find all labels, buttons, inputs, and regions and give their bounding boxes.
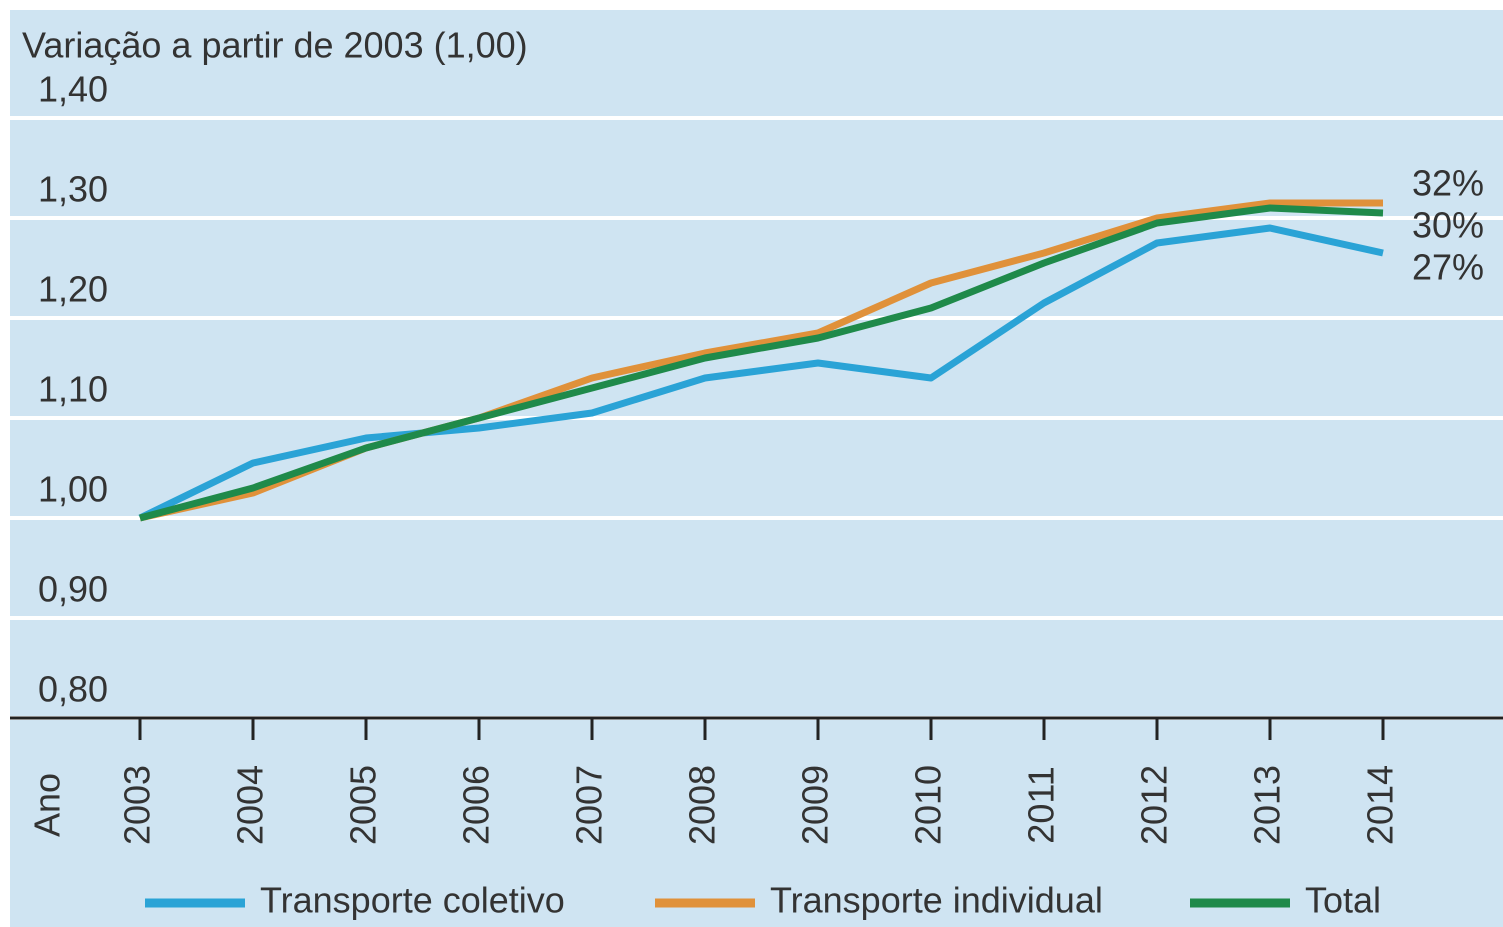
series-line [138,224,1384,522]
x-tick-label: 2011 [1021,766,1062,843]
y-tick-label: 1,40 [38,69,108,110]
y-axis-label: Variação a partir de 2003 (1,00) [22,25,528,66]
x-tick-label: 2005 [343,765,384,845]
x-tick-label: 2014 [1360,765,1401,845]
legend-label: Transporte coletivo [260,880,565,921]
y-tick-label: 1,00 [38,469,108,510]
annotation: 27% [1412,247,1484,288]
background [10,10,1503,927]
annotation: 30% [1412,205,1484,246]
x-tick-label: 2009 [795,765,836,845]
x-tick-label: 2004 [230,765,271,845]
series-line [139,204,1384,522]
y-tick-label: 0,80 [38,669,108,710]
legend-label: Total [1305,880,1381,921]
x-axis-label: Ano [27,773,68,837]
y-tick-label: 0,90 [38,569,108,610]
x-tick-label: 2006 [456,765,497,845]
annotation: 32% [1412,163,1484,204]
x-tick-label: 2013 [1247,765,1288,845]
x-tick-label: 2012 [1134,765,1175,845]
x-tick-label: 2007 [569,765,610,845]
y-tick-label: 1,20 [38,269,108,310]
x-tick-label: 2010 [908,765,949,845]
legend-label: Transporte individual [770,880,1103,921]
x-tick-label: 2003 [117,765,158,845]
x-tick-label: 2008 [682,765,723,845]
y-tick-label: 1,30 [38,169,108,210]
y-tick-label: 1,10 [38,369,108,410]
